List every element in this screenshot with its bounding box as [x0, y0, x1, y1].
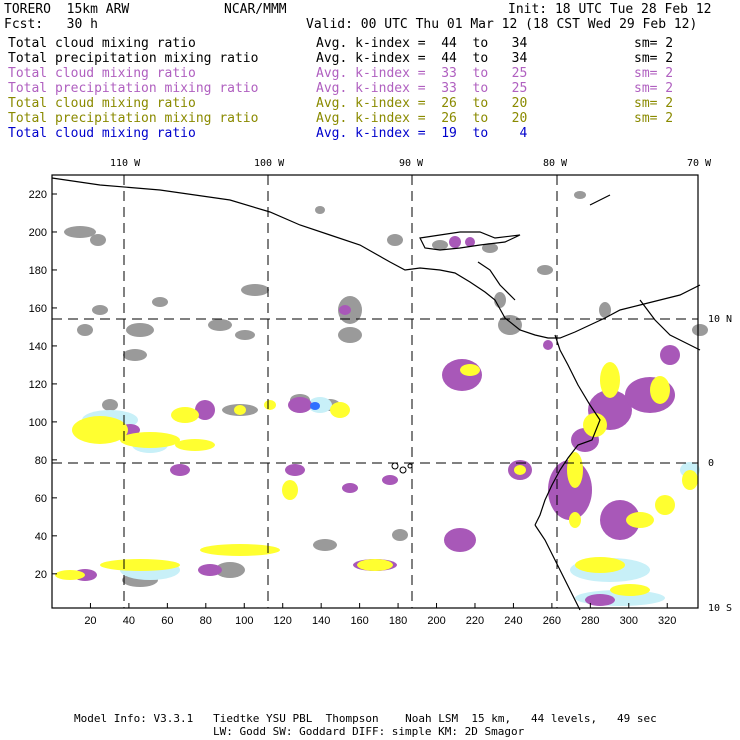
- model-info-line1: Model Info: V3.3.1 Tiedtke YSU PBL Thomp…: [74, 712, 657, 725]
- axis-ticks: [52, 193, 668, 608]
- model-info-line2: LW: Godd SW: Goddard DIFF: simple KM: 2D…: [213, 725, 525, 738]
- coastlines: [51, 177, 701, 611]
- y-tick-label: 100: [29, 417, 47, 429]
- x-tick-label: 160: [350, 615, 368, 627]
- cloud-fields: [55, 191, 708, 606]
- x-tick-label: 120: [274, 615, 292, 627]
- y-tick-label: 80: [35, 455, 47, 467]
- lat-label-0: 0: [708, 458, 714, 469]
- x-tick-label: 240: [504, 615, 522, 627]
- legend-field-3: Total cloud mixing ratio: [8, 66, 196, 81]
- legend-kindex-1: Avg. k-index = 44 to 34: [316, 36, 528, 51]
- init-time: Init: 18 UTC Tue 28 Feb 12: [508, 2, 712, 17]
- map-frame: [51, 174, 699, 609]
- axis-tick-labels: 20 40 60 80 100 120 140 160 180 200 220 240 260 280 30…: [29, 189, 677, 627]
- lon-label-110w: 110 W: [110, 158, 141, 169]
- legend-kindex-2: Avg. k-index = 44 to 34: [316, 51, 528, 66]
- legend-field-6: Total precipitation mixing ratio: [8, 111, 259, 126]
- lat-label-10s: 10 S: [708, 603, 732, 614]
- model-title: TORERO 15km ARW: [4, 2, 130, 17]
- x-tick-label: 80: [200, 615, 212, 627]
- legend-kindex-5: Avg. k-index = 26 to 20: [316, 96, 528, 111]
- x-tick-label: 140: [312, 615, 330, 627]
- lat-label-10n: 10 N: [708, 314, 732, 325]
- y-tick-label: 20: [35, 569, 47, 581]
- legend-field-5: Total cloud mixing ratio: [8, 96, 196, 111]
- legend-sm-4: sm= 2: [634, 81, 674, 96]
- x-tick-label: 260: [543, 615, 561, 627]
- lon-label-70w: 70 W: [687, 158, 712, 169]
- lon-label-80w: 80 W: [543, 158, 568, 169]
- org-label: NCAR/MMM: [224, 2, 287, 17]
- legend-sm-5: sm= 2: [634, 96, 674, 111]
- legend-field-1: Total cloud mixing ratio: [8, 36, 196, 51]
- y-tick-label: 140: [29, 341, 47, 353]
- y-tick-label: 120: [29, 379, 47, 391]
- legend-kindex-3: Avg. k-index = 33 to 25: [316, 66, 528, 81]
- legend-field-4: Total precipitation mixing ratio: [8, 81, 259, 96]
- lon-label-100w: 100 W: [254, 158, 285, 169]
- legend-sm-6: sm= 2: [634, 111, 674, 126]
- x-tick-label: 180: [389, 615, 407, 627]
- legend-kindex-7: Avg. k-index = 19 to 4: [316, 126, 528, 141]
- galapagos-islands: [391, 462, 413, 474]
- x-tick-label: 280: [581, 615, 599, 627]
- x-tick-label: 320: [658, 615, 676, 627]
- x-tick-label: 20: [84, 615, 96, 627]
- forecast-hour: Fcst: 30 h: [4, 17, 98, 32]
- legend-field-7: Total cloud mixing ratio: [8, 126, 196, 141]
- x-tick-label: 300: [620, 615, 638, 627]
- y-tick-label: 160: [29, 303, 47, 315]
- x-tick-label: 60: [161, 615, 173, 627]
- legend-sm-2: sm= 2: [634, 51, 674, 66]
- legend-sm-1: sm= 2: [634, 36, 674, 51]
- y-tick-label: 220: [29, 189, 47, 201]
- legend-sm-3: sm= 2: [634, 66, 674, 81]
- lat-lon-grid: [52, 175, 698, 608]
- x-tick-label: 200: [427, 615, 445, 627]
- x-tick-label: 40: [123, 615, 135, 627]
- legend-kindex-4: Avg. k-index = 33 to 25: [316, 81, 528, 96]
- x-tick-label: 220: [466, 615, 484, 627]
- y-tick-label: 40: [35, 531, 47, 543]
- legend-field-2: Total precipitation mixing ratio: [8, 51, 259, 66]
- y-tick-label: 200: [29, 227, 47, 239]
- valid-time: Valid: 00 UTC Thu 01 Mar 12 (18 CST Wed …: [306, 17, 698, 32]
- legend-kindex-6: Avg. k-index = 26 to 20: [316, 111, 528, 126]
- y-tick-label: 60: [35, 493, 47, 505]
- y-tick-label: 180: [29, 265, 47, 277]
- lon-label-90w: 90 W: [399, 158, 424, 169]
- x-tick-label: 100: [235, 615, 253, 627]
